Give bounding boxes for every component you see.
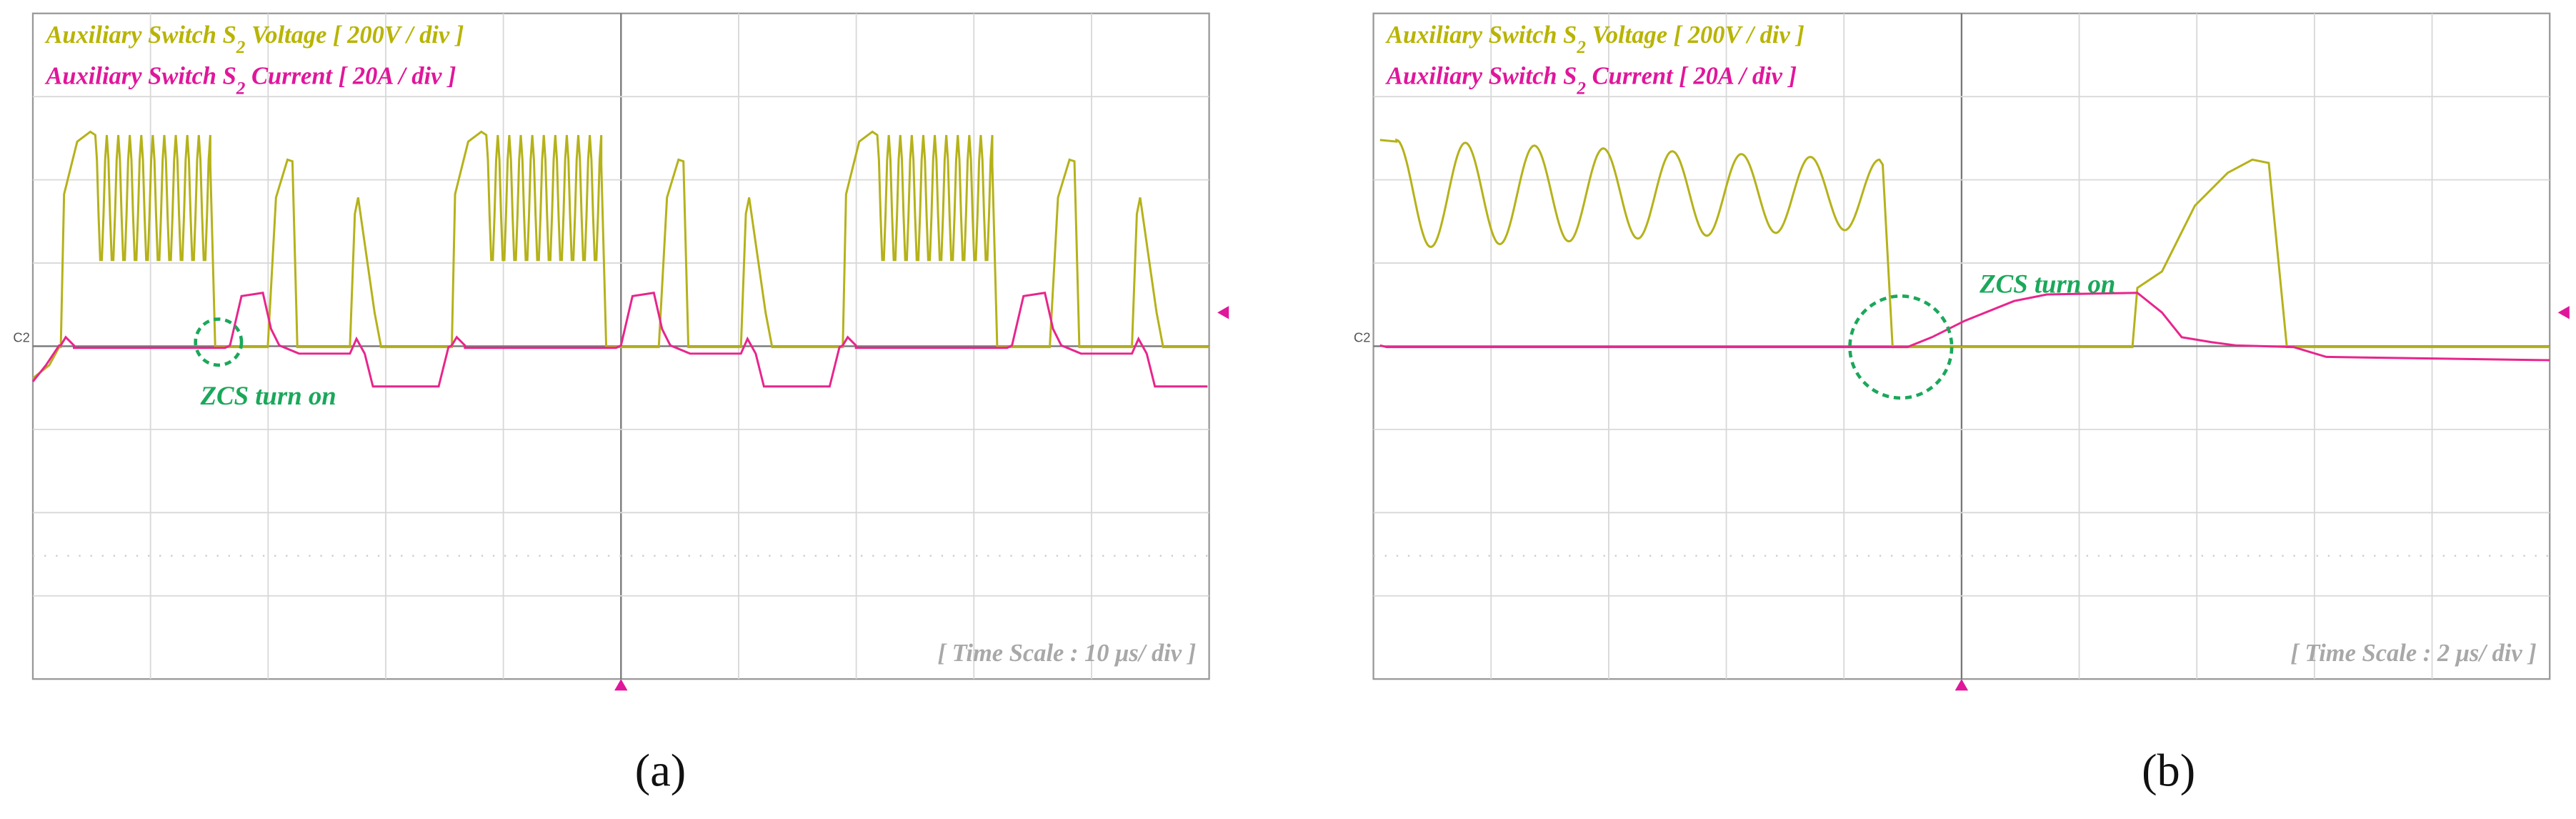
label-subscript: 2 (236, 37, 246, 57)
caption: (b) (2142, 745, 2195, 796)
label-text: Auxiliary Switch S (44, 21, 236, 49)
label-subscript: 2 (1576, 79, 1586, 99)
label-text: Voltage [ 200V / div ] (1586, 21, 1804, 49)
time-scale: [ Time Scale : 2 μs/ div ] (2290, 640, 2536, 667)
channel-label: C2 (1354, 330, 1371, 345)
label-text: Current [ 20A / div ] (245, 63, 456, 90)
current-label: Auxiliary Switch S2 Current [ 20A / div … (44, 63, 456, 99)
voltage-trace (32, 130, 1209, 379)
scope-panel: Auxiliary Switch S2 Voltage [ 200V / div… (13, 12, 1229, 796)
scope-panel: Auxiliary Switch S2 Voltage [ 200V / div… (1354, 12, 2570, 796)
channel-label: C2 (13, 330, 30, 345)
current-trace (1379, 292, 2550, 362)
zcs-circle (194, 317, 244, 367)
label-subscript: 2 (236, 79, 246, 99)
label-text: Current [ 20A / div ] (1586, 63, 1797, 90)
label-subscript: 2 (1576, 37, 1586, 57)
label-text: Voltage [ 200V / div ] (245, 21, 464, 49)
level-marker (1217, 306, 1229, 319)
voltage-trace (1379, 138, 2550, 349)
time-scale: [ Time Scale : 10 μs/ div ] (938, 640, 1197, 667)
label-text: Auxiliary Switch S (1385, 21, 1577, 49)
trigger-marker (1955, 679, 1969, 691)
level-marker (2557, 306, 2570, 319)
caption: (a) (635, 745, 686, 796)
annotation: ZCS turn on (1979, 269, 2115, 299)
zcs-circle (1848, 294, 1954, 400)
trigger-marker (614, 679, 628, 691)
label-text: Auxiliary Switch S (44, 63, 236, 90)
annotation: ZCS turn on (200, 381, 336, 410)
voltage-label: Auxiliary Switch S2 Voltage [ 200V / div… (44, 21, 464, 57)
current-trace (31, 292, 1208, 388)
voltage-label: Auxiliary Switch S2 Voltage [ 200V / div… (1385, 21, 1804, 57)
current-label: Auxiliary Switch S2 Current [ 20A / div … (1385, 63, 1797, 99)
label-text: Auxiliary Switch S (1385, 63, 1577, 90)
